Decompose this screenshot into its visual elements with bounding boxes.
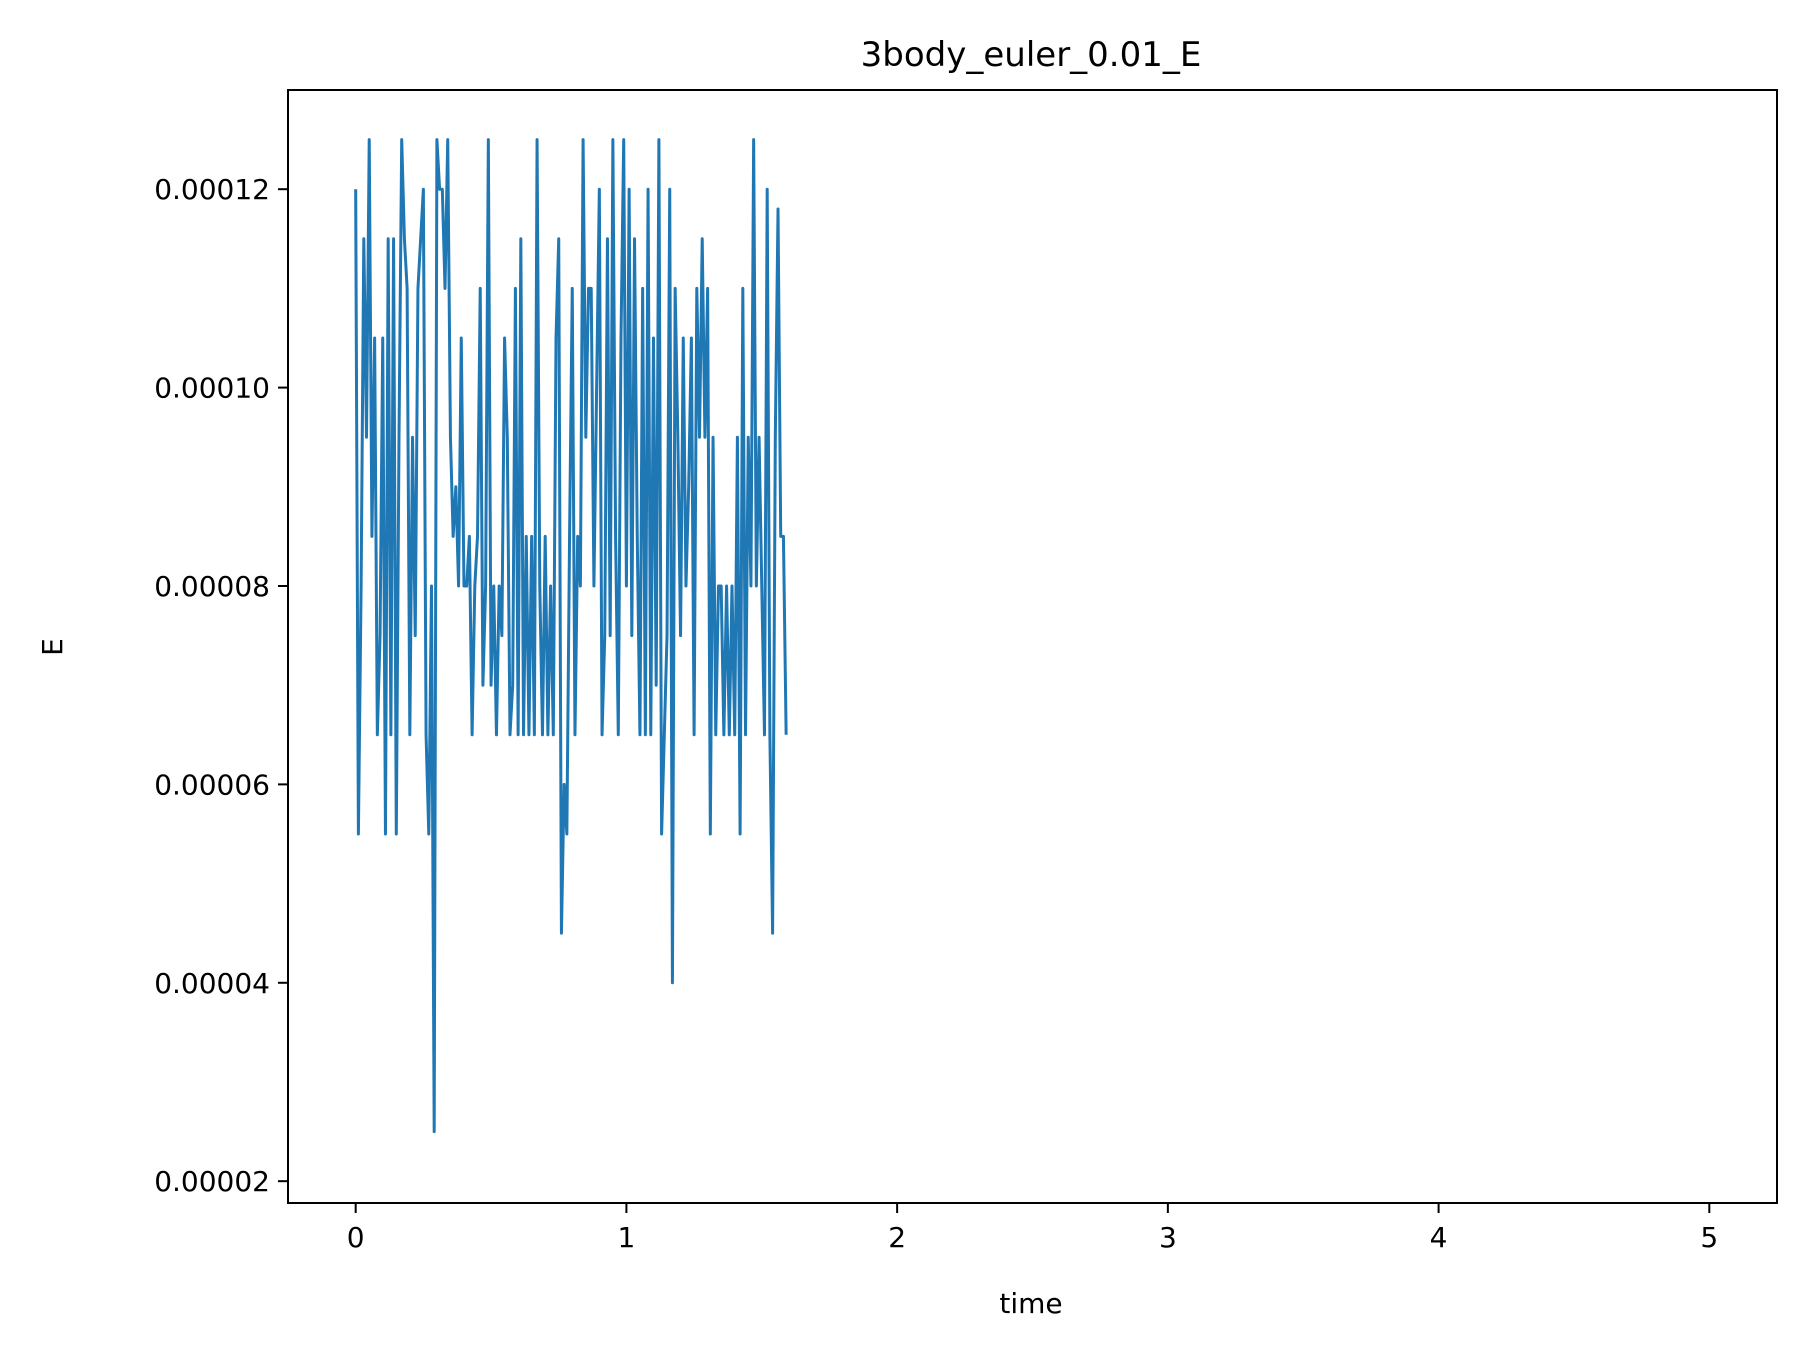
y-tick-label: 0.00008	[154, 570, 270, 603]
y-tick-label: 0.00010	[154, 372, 270, 405]
x-tick-label: 3	[1159, 1221, 1177, 1254]
series-line-0	[354, 138, 788, 1134]
x-tick-label: 5	[1700, 1221, 1718, 1254]
y-tick-label: 0.00002	[154, 1165, 270, 1198]
x-tick-label: 0	[347, 1221, 365, 1254]
x-tick-label: 4	[1430, 1221, 1448, 1254]
y-tick-label: 0.00004	[154, 967, 270, 1000]
x-tick-label: 2	[888, 1221, 906, 1254]
y-tick-label: 0.00006	[154, 768, 270, 801]
x-axis-ticks: 0 1 2 3 4 5	[347, 1203, 1718, 1254]
y-tick-label: 0.00012	[154, 173, 270, 206]
x-tick-label: 1	[617, 1221, 635, 1254]
y-axis-label: E	[36, 638, 69, 656]
axes-frame	[287, 89, 1778, 1204]
y-axis-ticks: 0.00002 0.00004 0.00006 0.00008 0.00010 0.000…	[154, 173, 288, 1198]
plot-area	[287, 89, 1778, 1204]
chart-title: 3body_euler_0.01_E	[861, 35, 1202, 75]
series-layer	[354, 138, 788, 1134]
x-axis-label: time	[999, 1287, 1062, 1320]
